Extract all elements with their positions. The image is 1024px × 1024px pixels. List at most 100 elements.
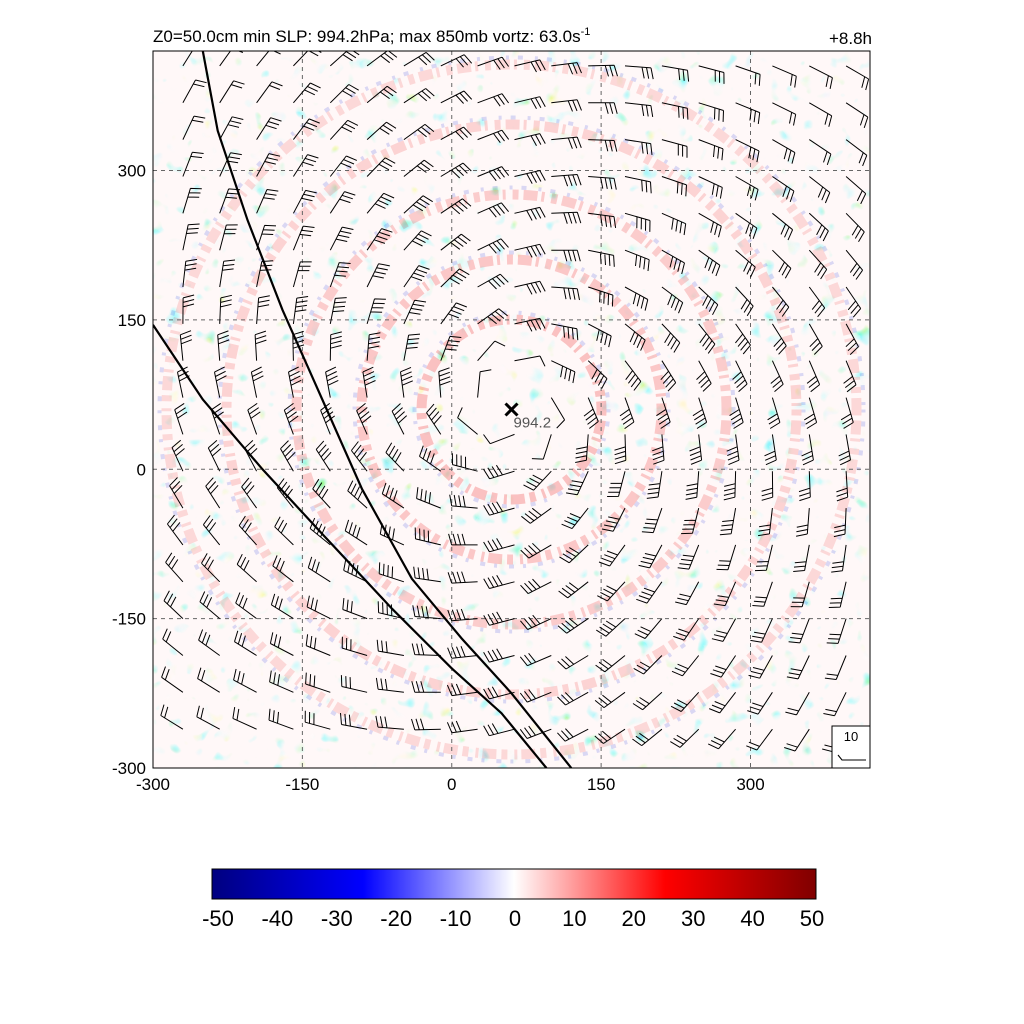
wind-barb [244,440,258,472]
wind-barb [710,655,737,678]
wind-barb [233,668,257,693]
colorbar-tick-label: -30 [321,906,353,931]
wind-barb [451,453,478,472]
wind-barb [804,397,818,429]
wind-barb [624,323,646,351]
wind-barb [440,268,470,288]
wind-barb [767,397,781,429]
wind-barb [219,188,241,214]
wind-barb [219,259,236,288]
wind-barb [661,286,684,314]
wind-barb [519,652,552,667]
wind-barb [514,280,546,295]
wind-barb [351,441,368,472]
wind-barb [559,544,589,564]
wind-barb [786,655,810,680]
wind-barb [477,202,509,218]
wind-barb [514,59,546,73]
wind-barb [235,592,257,620]
wind-barb [772,102,797,126]
wind-barb [558,581,589,599]
wind-barb [446,683,478,697]
wind-barb [808,249,828,280]
wind-barb [624,102,654,117]
colorbar: -50 -40 -30 -20 -10 0 10 20 30 40 50 [202,868,824,931]
wind-barb [588,64,618,77]
wind-barb [403,88,435,104]
wind-barb [719,508,737,536]
wind-barb [685,471,700,500]
wind-barb [403,299,427,325]
wind-barb [845,286,862,318]
wind-barb [268,708,294,730]
wind-barb [698,249,721,277]
wind-barb [557,617,589,634]
wind-barb [624,286,649,311]
wind-barb [601,507,626,532]
wind-barb [272,555,294,583]
wind-barb [219,116,244,140]
chart-title: Z0=50.0cm min SLP: 994.2hPa; max 850mb v… [153,26,590,46]
wind-barb [845,249,864,280]
wind-barb [614,434,627,465]
wind-barb [729,397,744,429]
wind-barb [161,666,184,693]
wind-barb [661,102,689,120]
colorbar-ticks: -50 -40 -30 -20 -10 0 10 20 30 40 50 [202,906,824,931]
wind-barb [247,402,261,435]
wind-barb [632,728,663,747]
wind-barb [307,556,331,583]
wind-barb [698,139,724,161]
wind-barb [828,581,847,608]
wind-barb [597,581,626,602]
wind-barb [366,157,396,177]
wind-barb [381,482,405,509]
wind-barb [182,115,206,140]
y-tick-label: 150 [118,311,146,330]
wind-barb [477,166,510,182]
wind-barb [788,618,810,644]
wind-barb [270,593,294,620]
wind-barb [169,477,184,509]
wind-barb [440,162,472,179]
x-axis-ticks: -300 -150 0 150 300 [136,775,765,794]
wind-barb [356,403,372,435]
wind-barb [171,439,185,472]
wind-barb [174,402,188,435]
wind-barb [403,265,430,288]
wind-barb [588,176,617,190]
wind-barb [292,330,305,361]
wind-barb [256,189,279,214]
wind-barb [633,655,663,675]
wind-barb [845,102,869,129]
wind-barb [483,648,515,663]
wind-barb [256,260,274,288]
wind-barb [632,691,663,711]
wind-barb [385,442,405,472]
wind-barb [256,224,277,251]
wind-barb [798,471,811,502]
wind-barb [440,54,473,68]
wind-barb [238,515,257,546]
wind-barb [673,618,700,641]
wind-barb [400,366,413,398]
wind-barb [477,129,510,143]
colorbar-tick-label: 20 [622,906,646,931]
wind-barb [660,360,677,392]
wind-barb [689,434,703,465]
wind-barb [838,434,851,466]
wind-barb [182,223,200,251]
wind-barb [583,397,599,429]
wind-barb [519,689,552,703]
wind-barb [293,118,320,140]
wind-barb [624,139,653,155]
wind-barb [329,84,359,104]
wind-barb [750,618,773,643]
wind-barb [376,639,404,656]
wind-barb [379,522,405,546]
wind-barb [202,515,221,546]
colorbar-tick-label: -50 [202,906,234,931]
wind-barb [276,478,294,509]
wind-barb [845,65,870,91]
wind-barb [520,542,552,559]
